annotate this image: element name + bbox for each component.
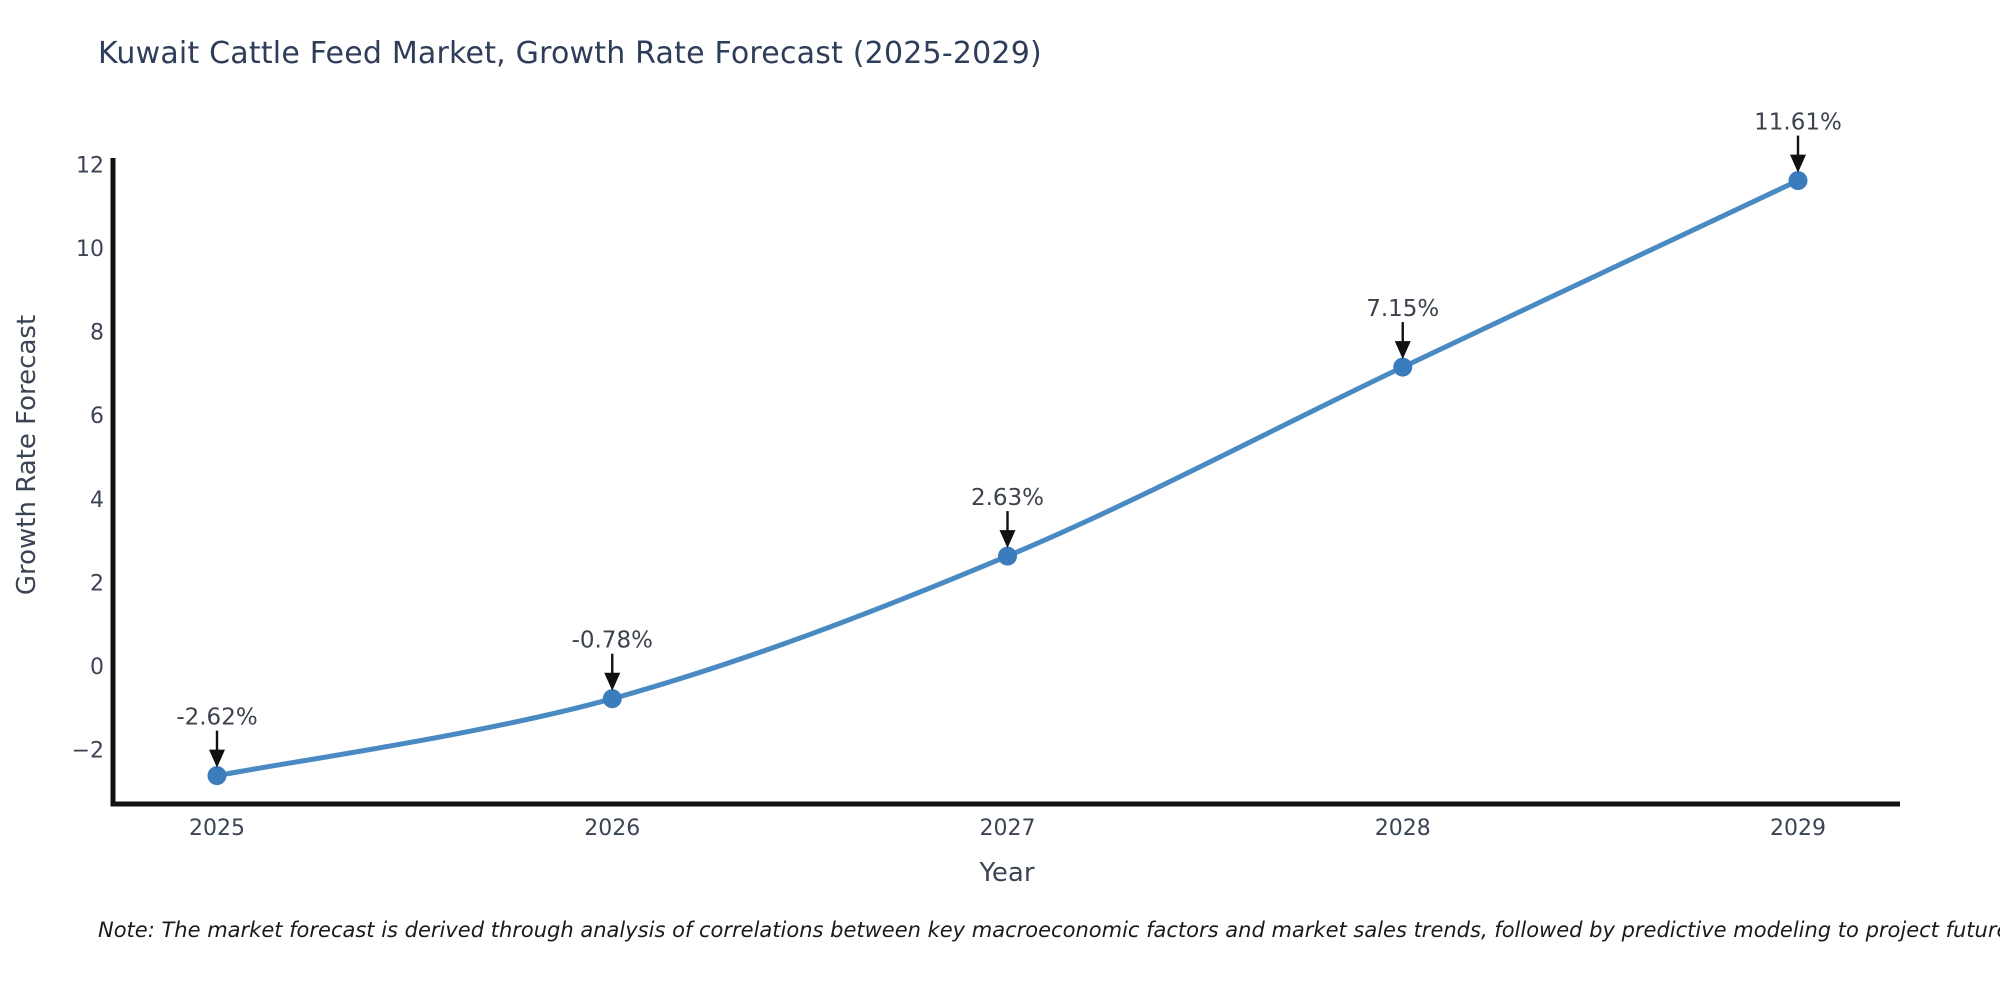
data-point-2026 xyxy=(602,689,622,709)
forecast-line xyxy=(214,178,1801,779)
y-tick-label-2: 2 xyxy=(90,571,104,596)
y-tick-label-6: 6 xyxy=(90,404,104,429)
y-tick-label-8: 8 xyxy=(90,321,104,346)
data-point-2025 xyxy=(207,766,227,786)
y-axis-title: Growth Rate Forecast xyxy=(12,314,42,596)
x-tick-label-2027: 2027 xyxy=(980,816,1036,841)
data-point-2029 xyxy=(1788,171,1808,191)
y-tick-label--2: −2 xyxy=(72,739,104,764)
data-point-2027 xyxy=(998,546,1017,566)
annotation-arrow-head xyxy=(209,749,225,768)
y-tick-label-4: 4 xyxy=(90,488,104,513)
annotation-arrow-head xyxy=(1790,154,1806,173)
x-tick-label-2029: 2029 xyxy=(1770,816,1826,841)
annotation-arrow-head xyxy=(604,672,621,691)
point-label-2027: 2.63% xyxy=(971,485,1044,511)
x-tick-label-2025: 2025 xyxy=(189,816,245,841)
point-label-2029: 11.61% xyxy=(1754,110,1842,136)
x-axis-title: Year xyxy=(979,858,1035,888)
x-tick-label-2028: 2028 xyxy=(1375,816,1431,841)
point-label-2028: 7.15% xyxy=(1366,296,1439,322)
data-point-2028 xyxy=(1393,357,1413,377)
annotation-arrow-head xyxy=(999,530,1016,549)
point-label-2026: -0.78% xyxy=(572,628,653,654)
y-tick-label-0: 0 xyxy=(90,655,104,680)
y-tick-label-12: 12 xyxy=(76,153,104,178)
footnote: Note: The market forecast is derived thr… xyxy=(98,918,2000,942)
point-label-2025: -2.62% xyxy=(176,705,257,731)
x-tick-label-2026: 2026 xyxy=(584,816,640,841)
y-tick-label-10: 10 xyxy=(76,237,104,262)
chart-title: Kuwait Cattle Feed Market, Growth Rate F… xyxy=(98,36,1042,71)
annotation-arrow-head xyxy=(1394,341,1411,360)
